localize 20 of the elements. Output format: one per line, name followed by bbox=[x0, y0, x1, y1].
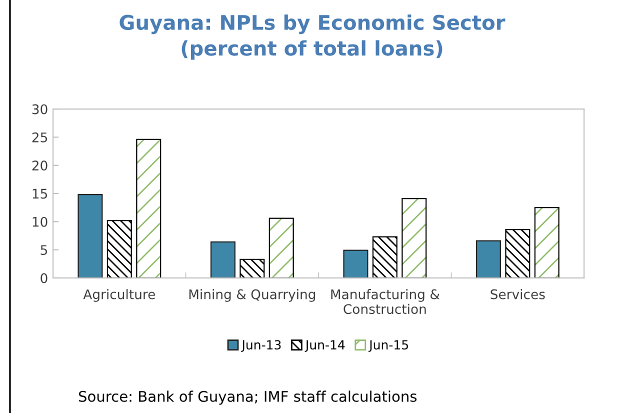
y-tick-label: 20 bbox=[32, 160, 48, 171]
x-tick-label: Manufacturing & Construction bbox=[331, 289, 440, 314]
source-note: Source: Bank of Guyana; IMF staff calculations bbox=[78, 390, 417, 405]
y-tick-label: 15 bbox=[32, 188, 48, 199]
bar bbox=[476, 240, 501, 278]
y-tick-label: 5 bbox=[40, 245, 48, 255]
legend-label: Jun-13 bbox=[241, 340, 281, 352]
bar bbox=[210, 241, 236, 278]
y-tick-label: 25 bbox=[32, 132, 48, 142]
legend-label: Jun-15 bbox=[368, 340, 408, 352]
x-tick-label: Services bbox=[490, 289, 545, 300]
x-tick-label: Agriculture bbox=[83, 289, 155, 302]
y-tick-label: 10 bbox=[32, 216, 48, 227]
chart-title: Guyana: NPLs by Economic Sector (percent of total loans) bbox=[120, 14, 506, 60]
y-tick-label: 30 bbox=[32, 104, 48, 114]
bar bbox=[343, 250, 368, 278]
legend-label: Jun-14 bbox=[304, 340, 345, 352]
bar bbox=[78, 194, 103, 278]
y-tick-label: 0 bbox=[40, 273, 48, 284]
x-tick-label: Mining & Quarrying bbox=[189, 289, 316, 302]
